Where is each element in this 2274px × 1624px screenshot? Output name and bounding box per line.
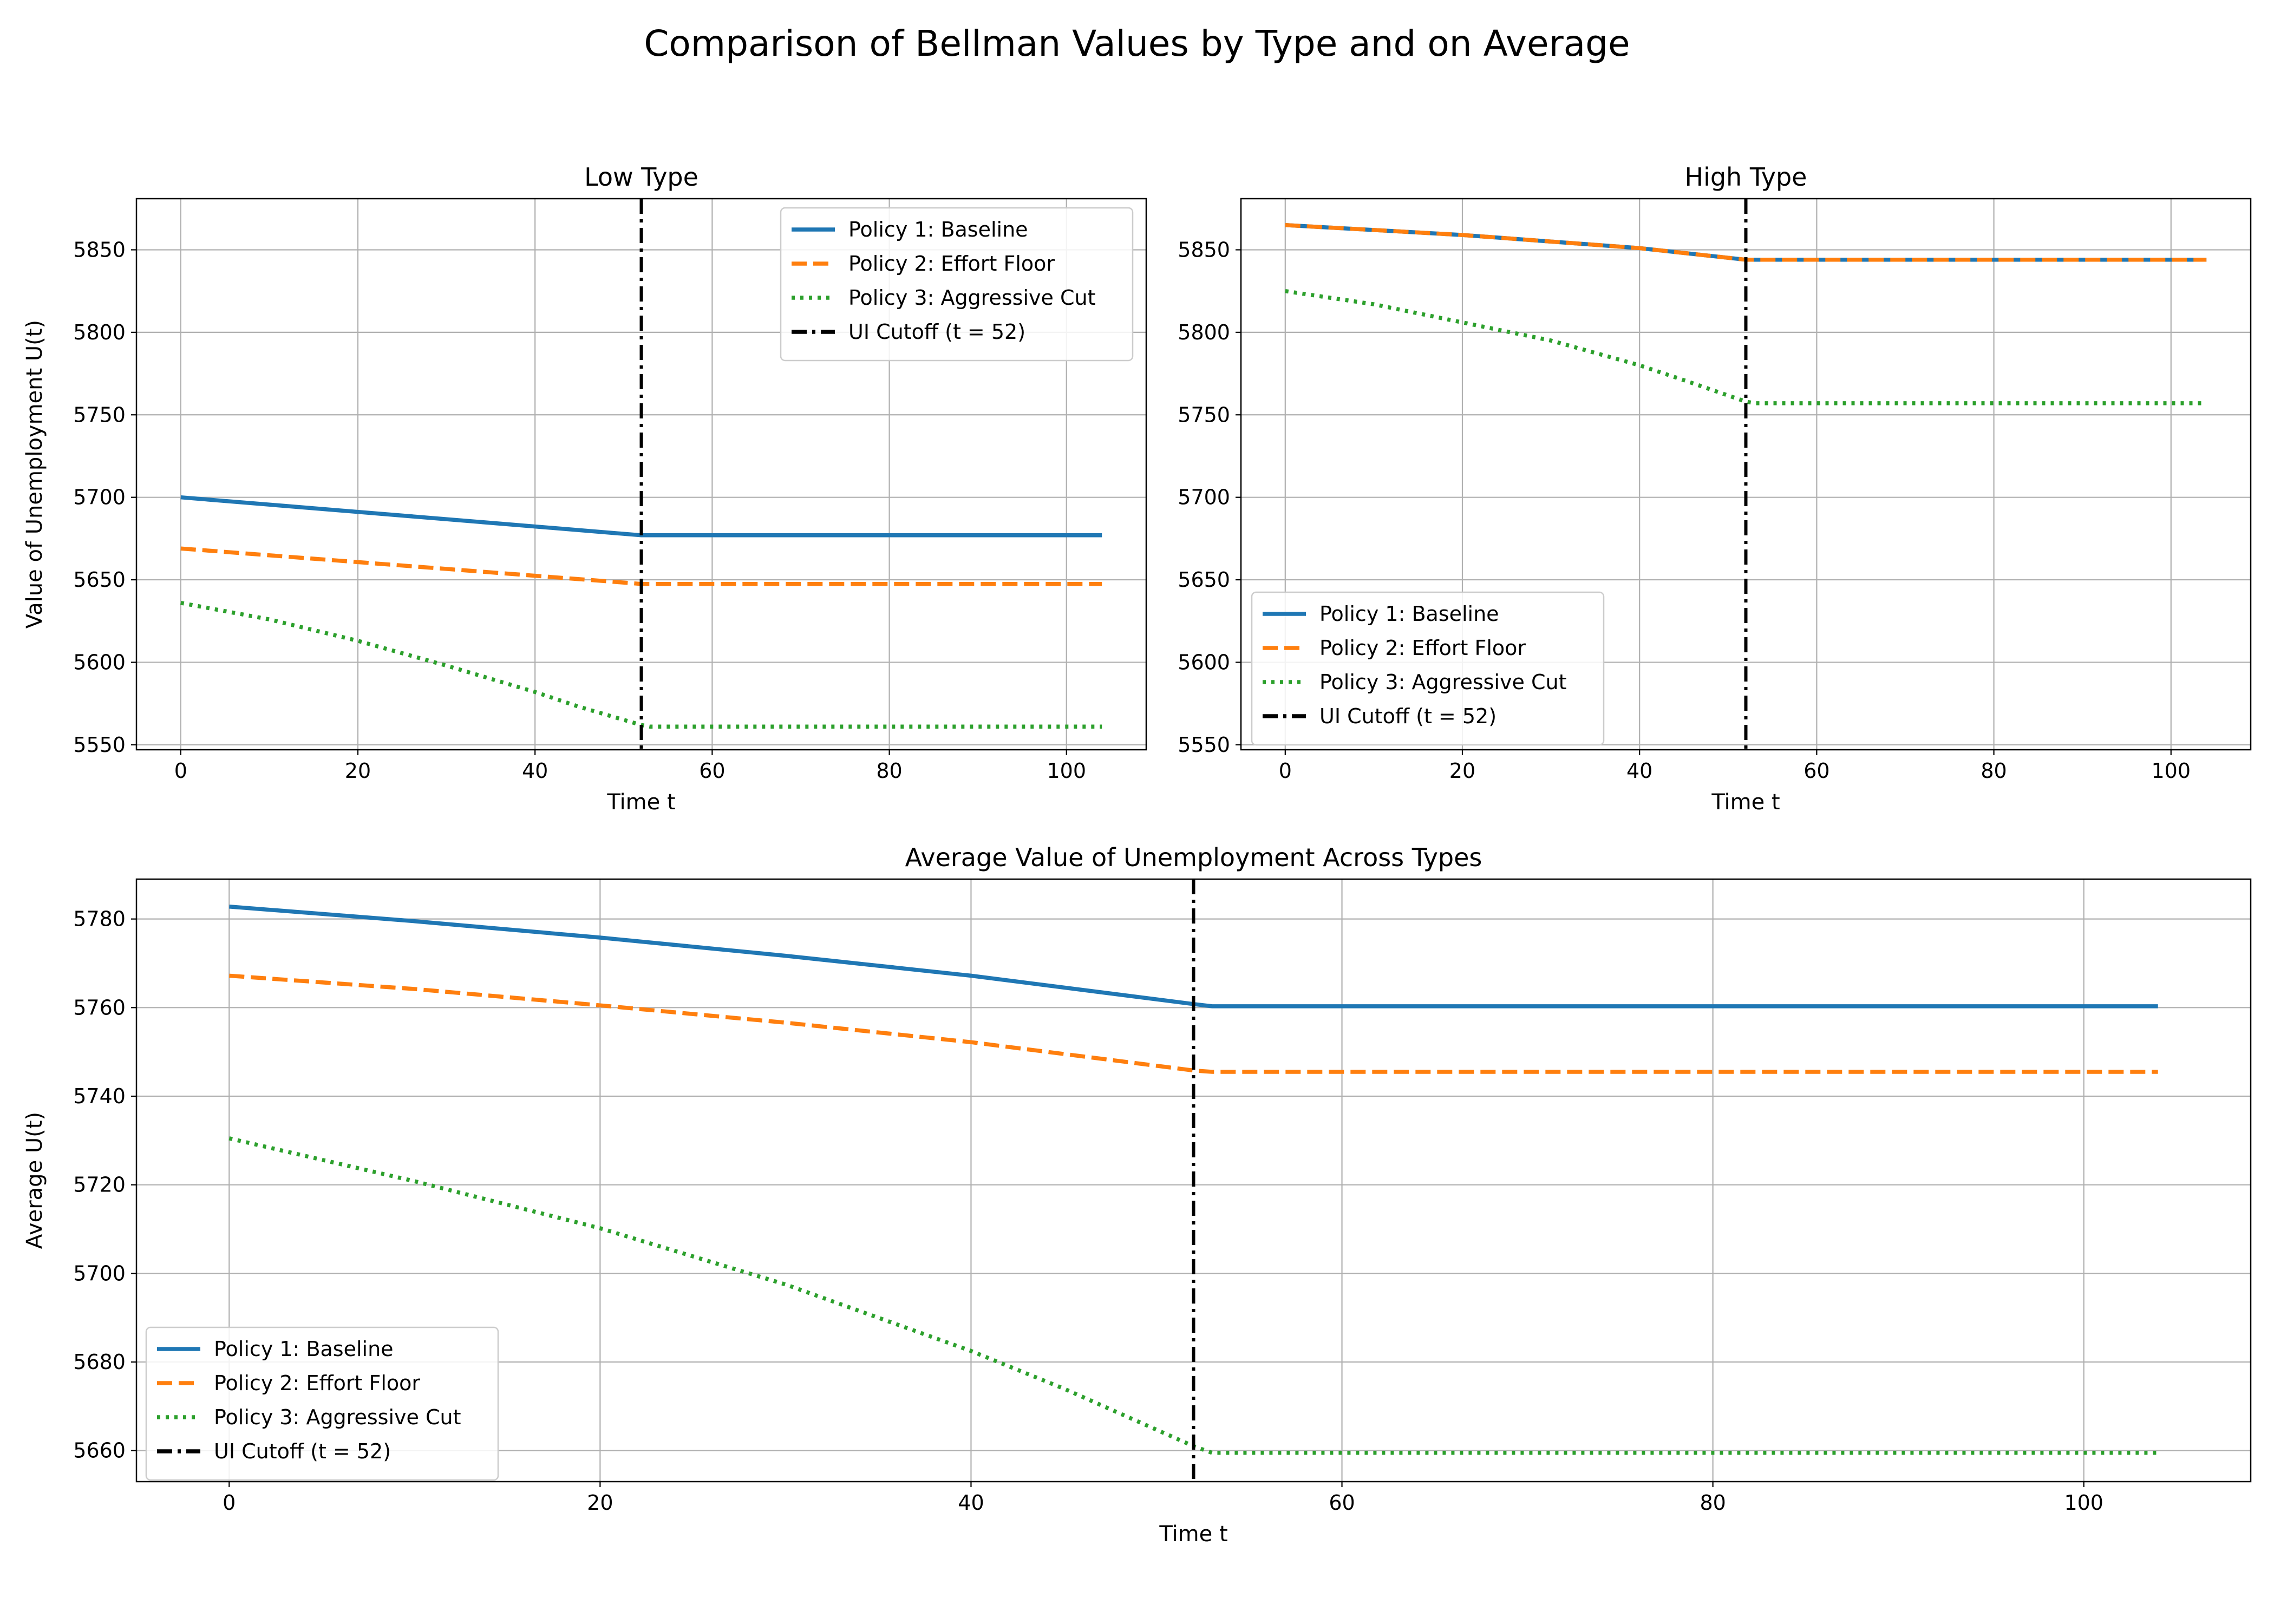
series-line-3 [228,1136,2158,1455]
legend-label: UI Cutoff (t = 52) [848,320,1025,344]
legend-label: Policy 3: Aggressive Cut [1319,670,1566,694]
y-tick-label: 5800 [1178,320,1230,344]
y-tick-label: 5600 [73,650,126,674]
legend: Policy 1: Baseline Policy 2: Effort Floor… [780,207,1134,362]
y-tick-label: 5740 [73,1084,126,1108]
y-tick-label: 5720 [73,1173,126,1197]
x-tick-label: 100 [2151,759,2191,783]
chart-panel-2: 0 20 40 60 80 100 5550 5600 5650 5700 5750 5800 5850… [1178,162,2252,815]
y-tick-label: 5660 [73,1439,126,1463]
series-line-2 [180,546,1102,586]
x-tick-label: 40 [1626,759,1652,783]
x-tick-label: 40 [522,759,548,783]
x-tick-label: 20 [345,759,371,783]
y-tick-label: 5700 [1178,486,1230,509]
series-line-3 [180,601,1102,729]
x-tick-label: 100 [2064,1491,2103,1515]
y-tick-label: 5650 [1178,568,1230,592]
legend-label: Policy 2: Effort Floor [1319,636,1526,660]
y-tick-label: 5700 [73,486,126,509]
x-tick-label: 60 [1329,1491,1355,1515]
legend-label: UI Cutoff (t = 52) [1319,704,1497,728]
chart-panel-3: 0 20 40 60 80 100 5660 5680 5700 5720 5740 5760 5780… [22,843,2252,1547]
plot-frame [1240,198,2252,751]
y-tick-label: 5680 [73,1350,126,1374]
legend-label: Policy 2: Effort Floor [214,1371,420,1395]
y-tick-label: 5850 [73,238,126,261]
y-tick-label: 5600 [1178,650,1230,674]
y-axis-label: Value of Unemployment U(t) [22,320,47,628]
legend-label: Policy 3: Aggressive Cut [848,286,1095,310]
y-tick-label: 5700 [73,1261,126,1285]
x-tick-label: 100 [1047,759,1086,783]
x-tick-label: 80 [1700,1491,1726,1515]
legend: Policy 1: Baseline Policy 2: Effort Floor… [1251,591,1605,746]
x-axis-label: Time t [1159,1522,1227,1547]
legend: Policy 1: Baseline Policy 2: Effort Floor… [145,1326,499,1481]
x-tick-label: 40 [958,1491,984,1515]
figure-title: Comparison of Bellman Values by Type and… [644,23,1630,64]
x-tick-label: 0 [223,1491,236,1515]
x-tick-label: 60 [1803,759,1829,783]
legend-label: Policy 1: Baseline [214,1337,394,1361]
y-tick-label: 5800 [73,320,126,344]
y-tick-label: 5650 [73,568,126,592]
y-tick-label: 5750 [1178,403,1230,427]
x-tick-label: 20 [587,1491,613,1515]
legend-label: Policy 1: Baseline [1319,602,1499,626]
x-tick-label: 60 [699,759,725,783]
y-tick-label: 5760 [73,996,126,1019]
x-tick-label: 0 [1279,759,1292,783]
chart-panel-1: 0 20 40 60 80 100 5550 5600 5650 5700 5750 5800 5850… [22,162,1147,815]
x-tick-label: 80 [1981,759,2007,783]
y-tick-label: 5550 [73,733,126,757]
plot-area [1285,199,2207,750]
y-tick-label: 5550 [1178,733,1230,757]
legend-label: Policy 1: Baseline [848,218,1028,241]
legend-label: Policy 2: Effort Floor [848,252,1055,276]
x-axis-label: Time t [606,790,675,815]
x-tick-label: 80 [876,759,902,783]
y-axis-label: Average U(t) [22,1112,47,1249]
plot-frame [135,878,2252,1483]
series-line-2 [229,973,2158,1074]
legend-label: UI Cutoff (t = 52) [214,1439,391,1463]
series-line-2 [1285,223,2207,262]
series-line-1 [180,495,1102,538]
y-tick-label: 5780 [73,907,126,931]
y-tick-label: 5750 [73,403,126,427]
x-tick-label: 0 [174,759,187,783]
x-tick-label: 20 [1449,759,1475,783]
plot-area [228,879,2158,1482]
legend-label: Policy 3: Aggressive Cut [214,1405,461,1429]
legend-box [1251,591,1605,746]
y-tick-label: 5850 [1178,238,1230,261]
series-line-1 [229,904,2158,1009]
legend-box [145,1326,499,1481]
x-axis-label: Time t [1711,790,1780,815]
plot-area [180,199,1102,750]
panel-title: Low Type [584,162,698,192]
panel-title: High Type [1684,162,1807,192]
panel-title: Average Value of Unemployment Across Typ… [905,843,1482,872]
legend-box [780,207,1134,362]
plot-frame [135,198,1147,751]
